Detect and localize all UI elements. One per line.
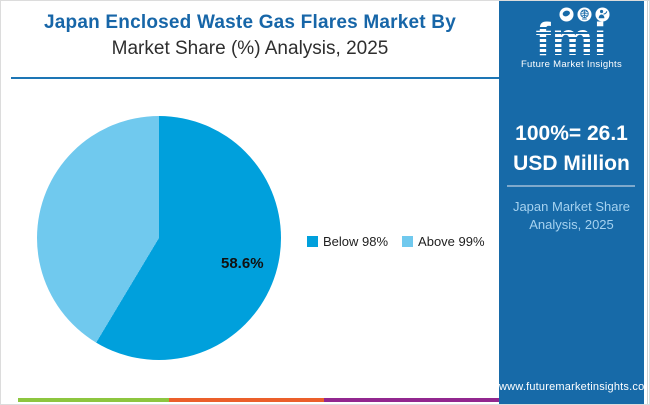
footer-stripe-green: [18, 398, 169, 402]
pie-slice-label: 58.6%: [221, 255, 264, 272]
map-icon: [559, 7, 574, 22]
page-title: Japan Enclosed Waste Gas Flares Market B…: [44, 12, 456, 33]
fmi-logo-icons: [525, 7, 644, 22]
footer-stripes: [18, 398, 499, 402]
footer-stripe-purple: [324, 398, 499, 402]
sidebar-subtitle-line2: Analysis, 2025: [529, 217, 614, 232]
fmi-logo-word: fmi: [533, 13, 610, 65]
pie-chart: [37, 116, 281, 360]
footer-stripe-orange: [169, 398, 324, 402]
website-link[interactable]: www.futuremarketinsights.com: [499, 381, 650, 393]
headline-unit: USD Million: [513, 152, 630, 175]
legend-label-below-98: Below 98%: [323, 234, 389, 249]
title-underline: [11, 77, 499, 79]
right-edge-strip: [644, 1, 649, 404]
chart-legend: Below 98% Above 99%: [307, 234, 485, 249]
globe-icon: [577, 7, 592, 22]
legend-swatch-below-98: [307, 236, 318, 247]
fmi-logo-subtext: Future Market Insights: [520, 59, 623, 70]
sidebar-divider: [507, 185, 635, 187]
person-icon: [595, 7, 610, 22]
page-subtitle: Market Share (%) Analysis, 2025: [111, 38, 389, 59]
sidebar-subtitle: Japan Market Share Analysis, 2025: [499, 198, 644, 234]
legend-swatch-above-99: [402, 236, 414, 247]
legend-label-above-99: Above 99%: [418, 234, 485, 249]
headline-value: 100%= 26.1: [515, 122, 628, 145]
fmi-logo: fmi Future Market Insights: [499, 7, 644, 70]
legend-item-above-99: Above 99%: [402, 234, 485, 249]
chart-panel: Japan Enclosed Waste Gas Flares Market B…: [1, 1, 499, 404]
brand-sidebar: fmi Future Market Insights 100%= 26.1 US…: [499, 1, 650, 404]
sidebar-subtitle-line1: Japan Market Share: [512, 199, 631, 214]
legend-item-below-98: Below 98%: [307, 234, 388, 249]
sidebar-headline: 100%= 26.1 USD Million: [499, 119, 644, 179]
